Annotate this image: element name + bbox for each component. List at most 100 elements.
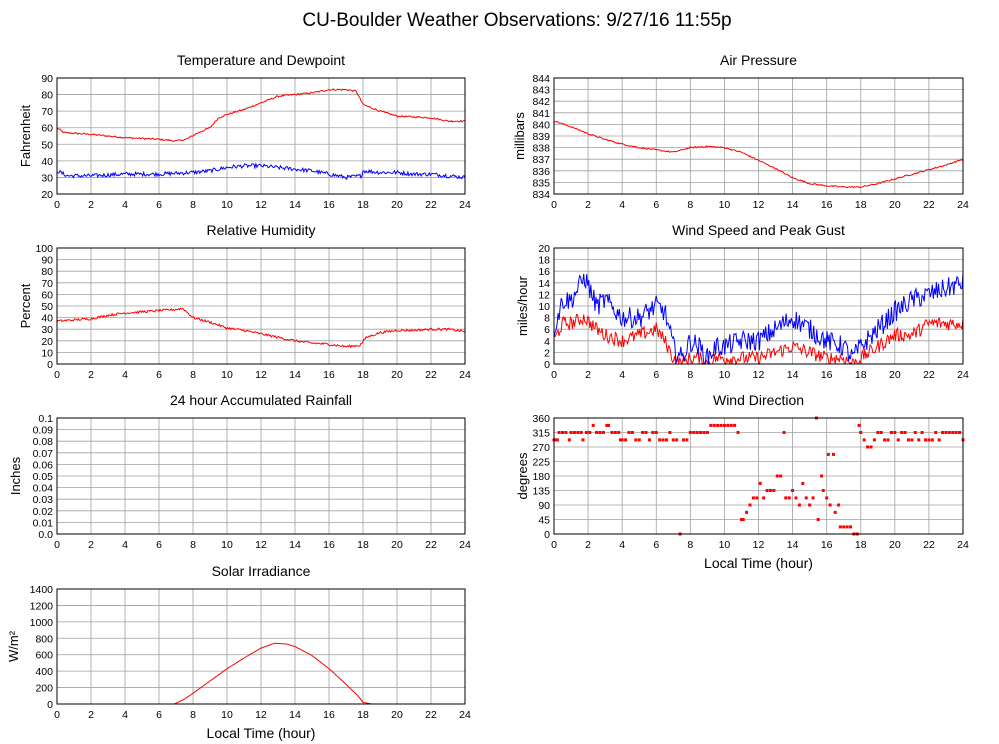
y-tick-label: 70	[41, 106, 53, 118]
y-tick-label: 843	[532, 85, 550, 97]
x-tick-label: 6	[156, 199, 162, 211]
y-tick-label: 0.02	[33, 506, 54, 518]
plot-frame	[56, 417, 466, 535]
x-tick-label: 16	[323, 539, 335, 551]
data-point	[658, 438, 662, 442]
data-point	[917, 438, 921, 442]
y-axis-label: Percent	[18, 283, 33, 328]
plot-frame	[56, 247, 466, 365]
x-tick-label: 4	[122, 709, 128, 721]
y-tick-label: 839	[532, 131, 550, 143]
x-tick-label: 4	[619, 199, 625, 211]
data-point	[644, 431, 648, 434]
data-point	[729, 423, 733, 427]
data-point	[821, 489, 825, 492]
y-tick-label: 2	[544, 347, 550, 359]
series-line-0	[553, 120, 964, 189]
data-point	[748, 503, 752, 507]
y-tick-label: 400	[35, 666, 53, 678]
y-tick-label: 0	[544, 529, 550, 541]
x-tick-label: 12	[753, 539, 765, 551]
y-tick-label: 835	[532, 177, 550, 189]
data-point	[762, 496, 766, 500]
y-tick-label: 0.07	[33, 448, 54, 460]
y-tick-label: 8	[544, 313, 550, 325]
data-point	[751, 496, 755, 500]
y-tick-label: 0.04	[33, 483, 54, 495]
y-tick-label: 1200	[30, 600, 54, 612]
data-point	[627, 431, 631, 434]
x-tick-label: 22	[923, 199, 935, 211]
x-tick-label: 4	[619, 539, 625, 551]
x-tick-label: 20	[889, 369, 901, 381]
data-point	[820, 474, 824, 478]
chart-title: Air Pressure	[720, 52, 797, 68]
y-tick-label: 600	[35, 650, 53, 662]
x-tick-label: 16	[323, 369, 335, 381]
data-point	[709, 423, 713, 427]
data-point	[699, 431, 703, 434]
x-tick-label: 2	[88, 199, 94, 211]
x-tick-label: 20	[391, 199, 403, 211]
x-tick-label: 10	[719, 539, 731, 551]
y-tick-label: 50	[41, 139, 53, 151]
data-point	[712, 423, 716, 427]
data-point	[934, 431, 938, 434]
data-point	[869, 445, 873, 449]
data-point	[900, 431, 904, 434]
data-point	[876, 431, 880, 434]
y-tick-label: 90	[538, 500, 550, 512]
data-point	[630, 431, 634, 434]
y-tick-label: 834	[532, 189, 550, 201]
x-tick-label: 6	[653, 539, 659, 551]
x-tick-label: 12	[255, 539, 267, 551]
data-point	[651, 431, 655, 434]
data-point	[654, 431, 658, 434]
x-tick-label: 16	[821, 369, 833, 381]
x-tick-label: 10	[221, 709, 233, 721]
x-tick-label: 24	[459, 199, 471, 211]
data-point	[797, 503, 801, 507]
x-tick-label: 22	[425, 369, 437, 381]
y-tick-label: 40	[41, 313, 53, 325]
y-axis-label: Inches	[8, 456, 23, 495]
data-point	[872, 438, 876, 442]
x-tick-label: 8	[190, 539, 196, 551]
data-point	[765, 489, 769, 492]
data-point	[831, 452, 835, 456]
y-axis-label: miles/hour	[515, 275, 530, 336]
series-line-1	[56, 162, 466, 181]
y-tick-label: 0.01	[33, 517, 54, 529]
y-tick-label: 837	[532, 154, 550, 166]
data-point	[736, 431, 740, 434]
page-title: CU-Boulder Weather Observations: 9/27/16…	[302, 10, 731, 31]
data-point	[722, 423, 726, 427]
x-tick-label: 24	[459, 539, 471, 551]
x-tick-label: 10	[221, 539, 233, 551]
data-point	[569, 431, 573, 434]
data-point	[605, 423, 609, 427]
x-tick-label: 24	[957, 369, 969, 381]
data-point	[825, 496, 829, 500]
data-point	[733, 423, 737, 427]
data-point	[787, 496, 791, 500]
y-tick-label: 270	[532, 442, 550, 454]
data-point	[598, 431, 602, 434]
data-point	[741, 518, 745, 521]
data-point	[584, 431, 588, 434]
x-tick-label: 18	[855, 539, 867, 551]
x-tick-label: 24	[957, 539, 969, 551]
x-tick-label: 6	[156, 539, 162, 551]
y-tick-label: 180	[532, 471, 550, 483]
data-point	[838, 525, 842, 529]
data-point	[588, 431, 592, 434]
x-tick-label: 20	[889, 199, 901, 211]
data-point	[893, 431, 897, 434]
data-point	[641, 431, 645, 434]
y-axis-label: W/m²	[6, 630, 21, 662]
data-point	[601, 431, 605, 434]
